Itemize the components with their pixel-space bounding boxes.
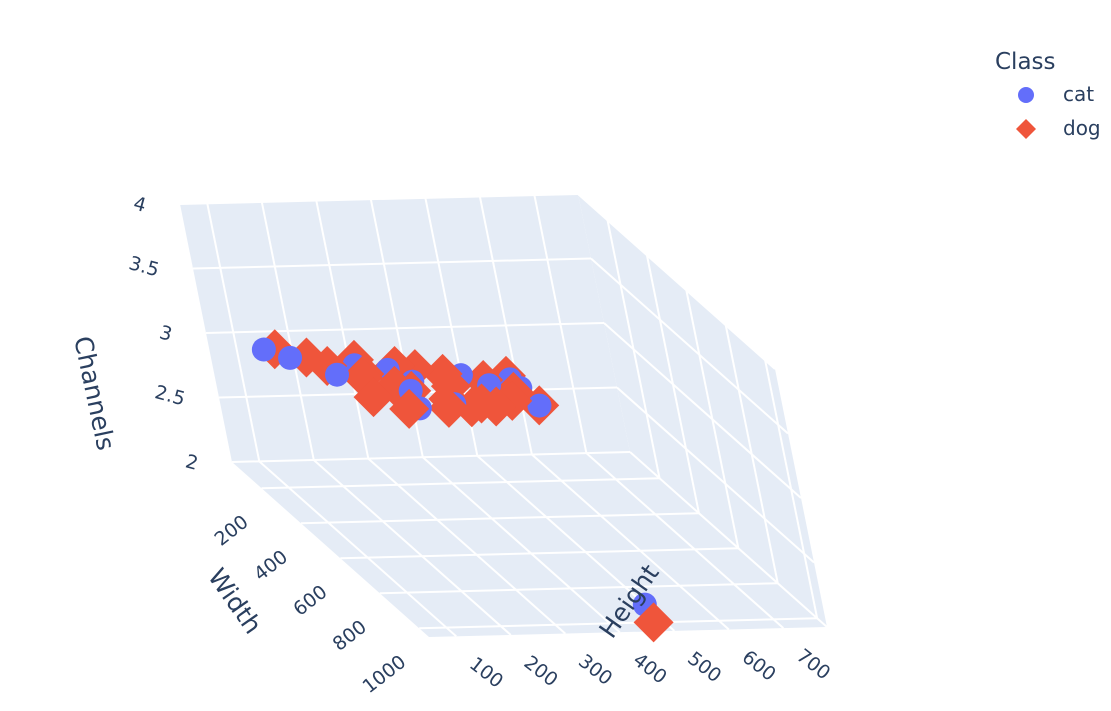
z-tick-label: 2.5 [153, 381, 188, 410]
legend-item-cat[interactable]: cat [995, 77, 1111, 111]
height-gridline [585, 452, 785, 629]
gridlines [179, 193, 828, 638]
channels-gridline [616, 386, 815, 564]
point-dog [353, 377, 394, 418]
height-gridline [258, 460, 457, 638]
y-tick-label: 700 [792, 645, 834, 685]
legend-label-cat: cat [1063, 82, 1095, 106]
height-gridline [367, 457, 566, 635]
point-cat [251, 337, 276, 362]
width-gridline [379, 582, 778, 595]
channels-gridline [205, 322, 605, 334]
legend-title: Class [995, 49, 1056, 75]
width-gridline [419, 617, 818, 630]
circle-marker-icon [1018, 87, 1034, 103]
point-dog [389, 388, 430, 429]
width-gridline [340, 547, 739, 560]
channels-gridline [192, 257, 592, 270]
channels-gridline [231, 451, 631, 463]
width-gridline [261, 477, 660, 490]
x-tick-label: 1000 [359, 651, 411, 698]
point-dog [428, 387, 469, 428]
height-gridline [422, 456, 621, 633]
point-cat [278, 345, 303, 370]
x-tick-label: 600 [289, 581, 331, 621]
point-cat [325, 362, 350, 387]
pane-floor [232, 452, 827, 637]
y-tick-label: 300 [574, 650, 616, 690]
legend-item-dog[interactable]: dog [995, 111, 1111, 145]
height-gridline [531, 453, 730, 631]
legend: Class cat dog [995, 47, 1111, 145]
height-gridline [313, 459, 512, 636]
channels-gridline [590, 257, 789, 435]
x-tick-label: 800 [329, 616, 371, 656]
channels-gridline [179, 193, 579, 205]
y-tick-label: 200 [520, 652, 562, 692]
diamond-marker-icon [1016, 119, 1036, 139]
z-tick-label: 3 [157, 321, 174, 345]
x-tick-label: 200 [211, 511, 253, 551]
point-dog [633, 602, 674, 643]
y-tick-label: 600 [738, 646, 780, 686]
channels-gridline [603, 322, 802, 499]
width-gridline [300, 512, 699, 525]
legend-label-dog: dog [1063, 116, 1101, 140]
channels-gridline [629, 451, 828, 628]
z-tick-label: 3.5 [127, 252, 162, 281]
channels-gridline [577, 193, 776, 370]
z-axis-title: Channels [68, 334, 120, 453]
y-tick-label: 100 [465, 653, 507, 693]
data-points [251, 329, 674, 643]
z-tick-label: 2 [183, 450, 200, 474]
y-tick-label: 400 [629, 649, 671, 689]
x-tick-label: 400 [250, 546, 292, 586]
z-tick-label: 4 [131, 192, 148, 216]
y-tick-label: 500 [683, 647, 725, 687]
point-cat [527, 393, 552, 418]
